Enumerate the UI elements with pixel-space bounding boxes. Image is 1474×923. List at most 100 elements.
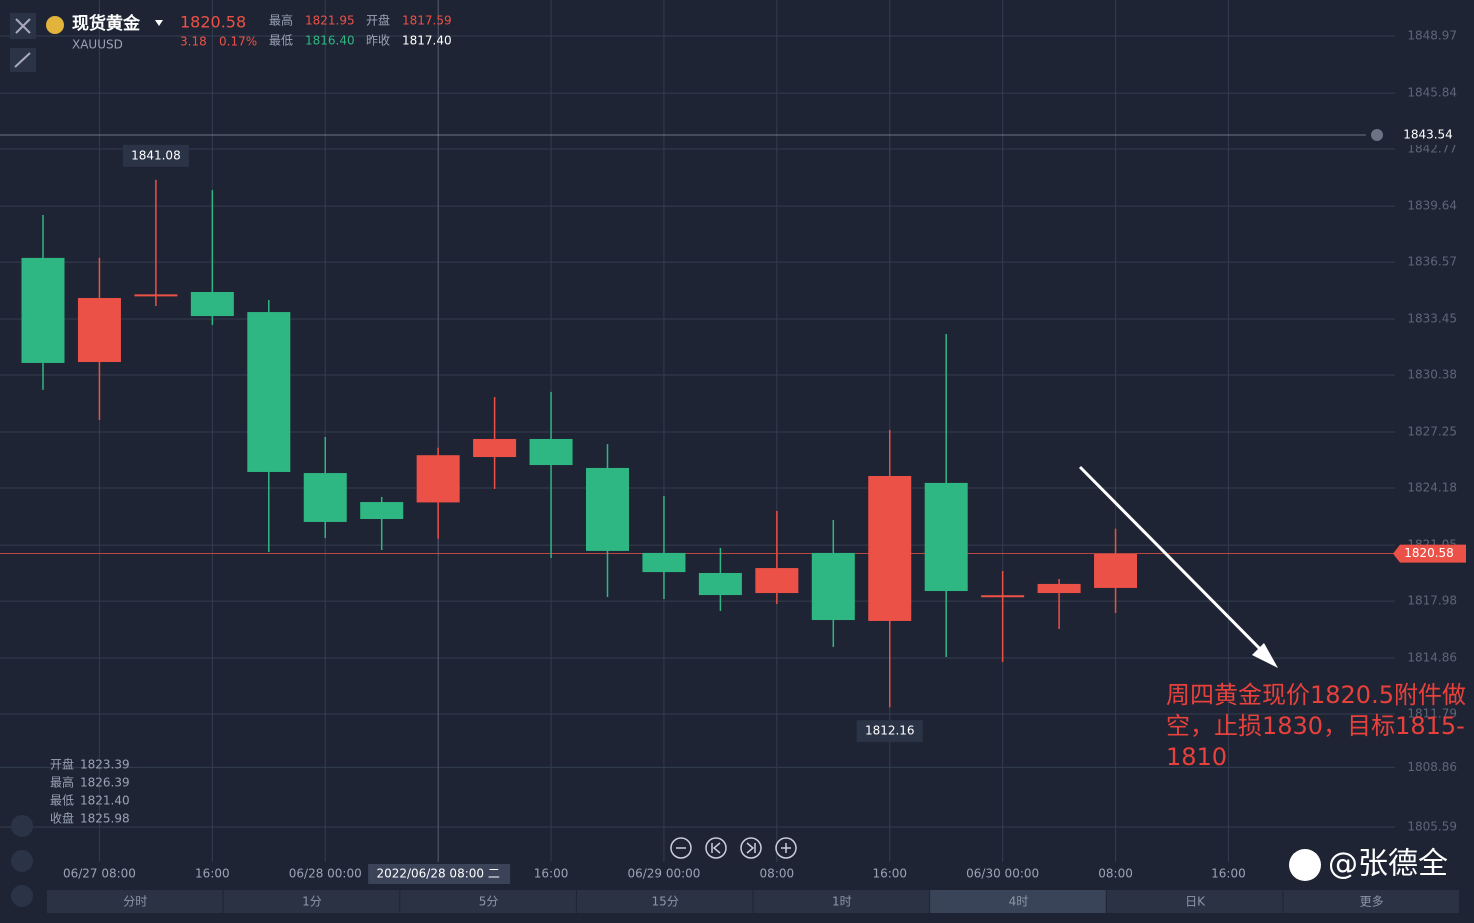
stat-label: 最高 — [269, 13, 293, 28]
alert-bell — [1371, 129, 1383, 142]
period-label[interactable]: 1时 — [832, 895, 852, 909]
y-tick-label: 1845.84 — [1407, 86, 1457, 100]
y-tick-label: 1824.18 — [1407, 481, 1457, 495]
x-tick-label: 08:00 — [1098, 867, 1133, 881]
x-tick-label: 06/29 00:00 — [627, 867, 700, 881]
y-tick-label: 1814.86 — [1407, 650, 1457, 664]
crosshair-label: 2022/06/28 08:00 二 — [376, 867, 499, 881]
y-tick-label: 1836.57 — [1407, 255, 1457, 269]
y-tick-label: 1808.86 — [1407, 760, 1457, 774]
candle-body — [473, 438, 517, 458]
info-label: 收盘 — [50, 811, 74, 826]
x-tick-label: 16:00 — [534, 867, 569, 881]
x-tick-label: 08:00 — [760, 867, 795, 881]
y-tick-label: 1833.45 — [1407, 311, 1457, 325]
x-tick-label: 16:00 — [195, 867, 230, 881]
extreme-label: 1812.16 — [865, 724, 915, 738]
info-value: 1823.39 — [80, 758, 130, 772]
alert-tag — [1366, 125, 1466, 146]
y-tick-label: 1811.79 — [1407, 706, 1457, 720]
candle-body — [811, 552, 855, 621]
candle-body — [247, 312, 291, 472]
candle-body — [755, 568, 799, 594]
current-price-label: 1820.58 — [1404, 546, 1454, 560]
stat-value: 1816.40 — [305, 34, 355, 48]
period-label[interactable]: 日K — [1185, 895, 1206, 909]
gold-icon — [46, 16, 64, 34]
crosshair-label-bg — [368, 864, 511, 884]
zoom-controls[interactable] — [670, 837, 797, 859]
candle-body — [1037, 583, 1081, 594]
period-tab[interactable] — [47, 890, 223, 913]
period-label[interactable]: 15分 — [652, 895, 679, 909]
stat-value: 1821.95 — [305, 14, 355, 28]
candle-body — [303, 473, 347, 522]
symbol-code: XAUUSD — [72, 38, 123, 52]
y-tick-label: 1842.77 — [1407, 142, 1457, 156]
period-label[interactable]: 5分 — [479, 895, 499, 909]
change-pct: 0.17% — [219, 35, 257, 49]
candle-body — [868, 475, 912, 621]
candle-body — [586, 467, 629, 551]
x-tick-label: 16:00 — [1211, 867, 1246, 881]
stat-label: 昨收 — [366, 34, 390, 48]
candle-body — [190, 292, 234, 317]
period-tab[interactable] — [576, 890, 753, 913]
stat-label: 最低 — [269, 34, 293, 48]
y-tick-label: 1817.98 — [1407, 594, 1457, 608]
period-tab[interactable] — [930, 890, 1106, 913]
dropdown[interactable] — [155, 20, 163, 26]
info-value: 1821.40 — [80, 794, 130, 808]
arrow — [1078, 465, 1278, 668]
y-tick-label: 1839.64 — [1407, 199, 1457, 213]
expand-button[interactable] — [10, 48, 36, 72]
stat-label: 开盘 — [366, 13, 390, 28]
period-tab[interactable] — [1283, 890, 1459, 913]
candle-body — [1094, 553, 1138, 588]
x-tick-label: 06/27 08:00 — [63, 867, 136, 881]
close-button[interactable] — [10, 13, 36, 39]
annotation: 周四黄金现价1820.5附件做空，止损1830，目标1815-1810 — [1166, 681, 1466, 771]
alert-label: 1843.54 — [1403, 128, 1453, 142]
period-tab[interactable] — [753, 890, 930, 913]
stat-value: 1817.40 — [402, 34, 452, 48]
y-tick-label: 1805.59 — [1407, 819, 1457, 833]
symbol-title: 现货黄金 — [72, 13, 141, 34]
period-label[interactable]: 分时 — [123, 895, 147, 909]
watermark-logo — [1289, 849, 1321, 881]
candle-body — [981, 595, 1025, 598]
candle-body — [360, 502, 404, 520]
candle-body — [698, 572, 742, 596]
period-tab[interactable] — [223, 890, 400, 913]
x-tick-label: 06/30 00:00 — [966, 867, 1039, 881]
y-tick-label: 1830.38 — [1407, 367, 1457, 381]
period-tab[interactable] — [1106, 890, 1283, 913]
candle-body — [77, 298, 121, 363]
period-label[interactable]: 4时 — [1009, 895, 1029, 909]
y-tick-label: 1827.25 — [1407, 425, 1457, 439]
info-label: 最高 — [50, 775, 74, 790]
info-label: 开盘 — [50, 757, 74, 772]
stat-value: 1817.59 — [402, 14, 452, 28]
extreme-label-bg — [122, 144, 189, 167]
side-tools[interactable] — [11, 815, 33, 907]
watermark: @张德全 — [1328, 847, 1448, 882]
period-label[interactable]: 更多 — [1360, 895, 1384, 909]
period-tab[interactable] — [400, 890, 576, 913]
candle-body — [134, 294, 178, 297]
current-price-tag — [1393, 544, 1466, 563]
change: 3.18 — [180, 35, 207, 49]
extreme-label-bg — [856, 720, 923, 743]
y-tick-label: 1848.97 — [1407, 28, 1457, 42]
info-value: 1826.39 — [80, 776, 130, 790]
x-tick-label: 06/28 00:00 — [289, 867, 362, 881]
extreme-label: 1841.08 — [131, 148, 181, 162]
candle-body — [924, 482, 968, 592]
period-label[interactable]: 1分 — [302, 895, 322, 909]
candle-body — [416, 455, 460, 503]
candle-body — [642, 552, 686, 573]
x-tick-label: 16:00 — [872, 867, 907, 881]
